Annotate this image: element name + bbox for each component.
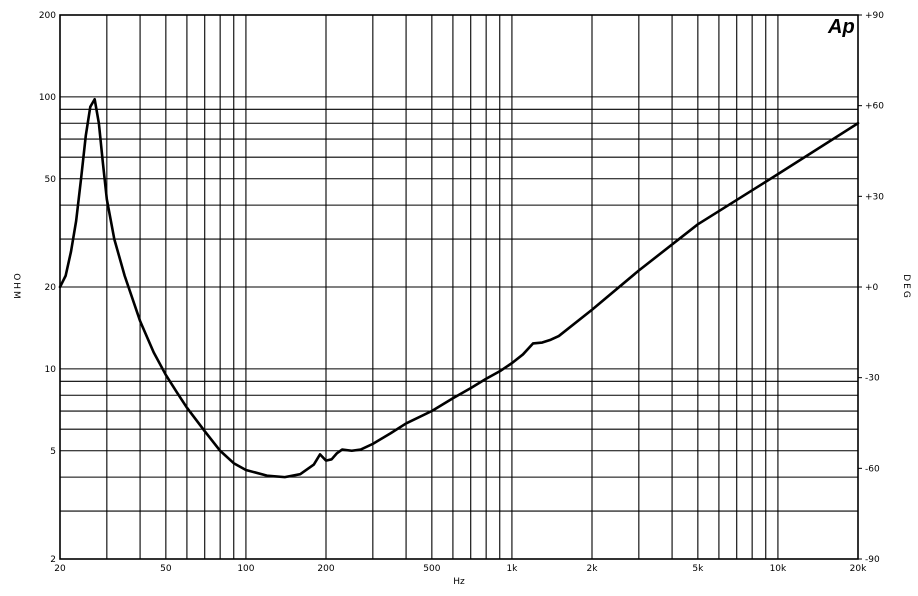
x-tick-label: 5k xyxy=(692,564,704,574)
y-tick-label: 50 xyxy=(45,175,57,185)
ap-logo: Ap xyxy=(827,16,855,38)
y2-tick-label: +60 xyxy=(865,102,884,112)
label-layer: 20 50 100 200 500 1k 2k 5k 10k 20k 2 5 10 20 50 100 200 -… xyxy=(11,11,911,587)
y-tick-label: 20 xyxy=(45,283,57,293)
x-tick-label: 200 xyxy=(317,564,334,574)
y2-tick-label: -60 xyxy=(865,464,880,474)
y2-axis-label: DEG xyxy=(901,274,911,300)
x-tick-label: 20k xyxy=(850,564,867,574)
x-tick-label: 1k xyxy=(506,564,518,574)
grid-layer xyxy=(60,15,858,559)
y-tick-label: 2 xyxy=(50,555,56,565)
y2-tick-label: +90 xyxy=(865,11,884,21)
x-tick-label: 20 xyxy=(54,564,66,574)
y-tick-label: 100 xyxy=(39,93,56,103)
y2-tick-label: -90 xyxy=(865,555,880,565)
y-tick-label: 5 xyxy=(50,447,56,457)
x-tick-label: 2k xyxy=(587,564,599,574)
y-tick-label: 200 xyxy=(39,11,56,21)
x-tick-label: 500 xyxy=(423,564,440,574)
y2-tick-label: +30 xyxy=(865,192,884,202)
x-axis-label: Hz xyxy=(453,577,465,587)
x-tick-label: 10k xyxy=(770,564,787,574)
y-tick-label: 10 xyxy=(45,365,57,375)
y2-tick-label: -30 xyxy=(865,374,880,384)
y2-tick-label: +0 xyxy=(865,283,879,293)
y-axis-label: OHM xyxy=(11,273,21,301)
logo-text: Ap xyxy=(827,16,855,38)
x-tick-label: 100 xyxy=(237,564,254,574)
impedance-curve xyxy=(58,97,860,479)
line-layer xyxy=(58,97,860,479)
x-tick-label: 50 xyxy=(160,564,172,574)
